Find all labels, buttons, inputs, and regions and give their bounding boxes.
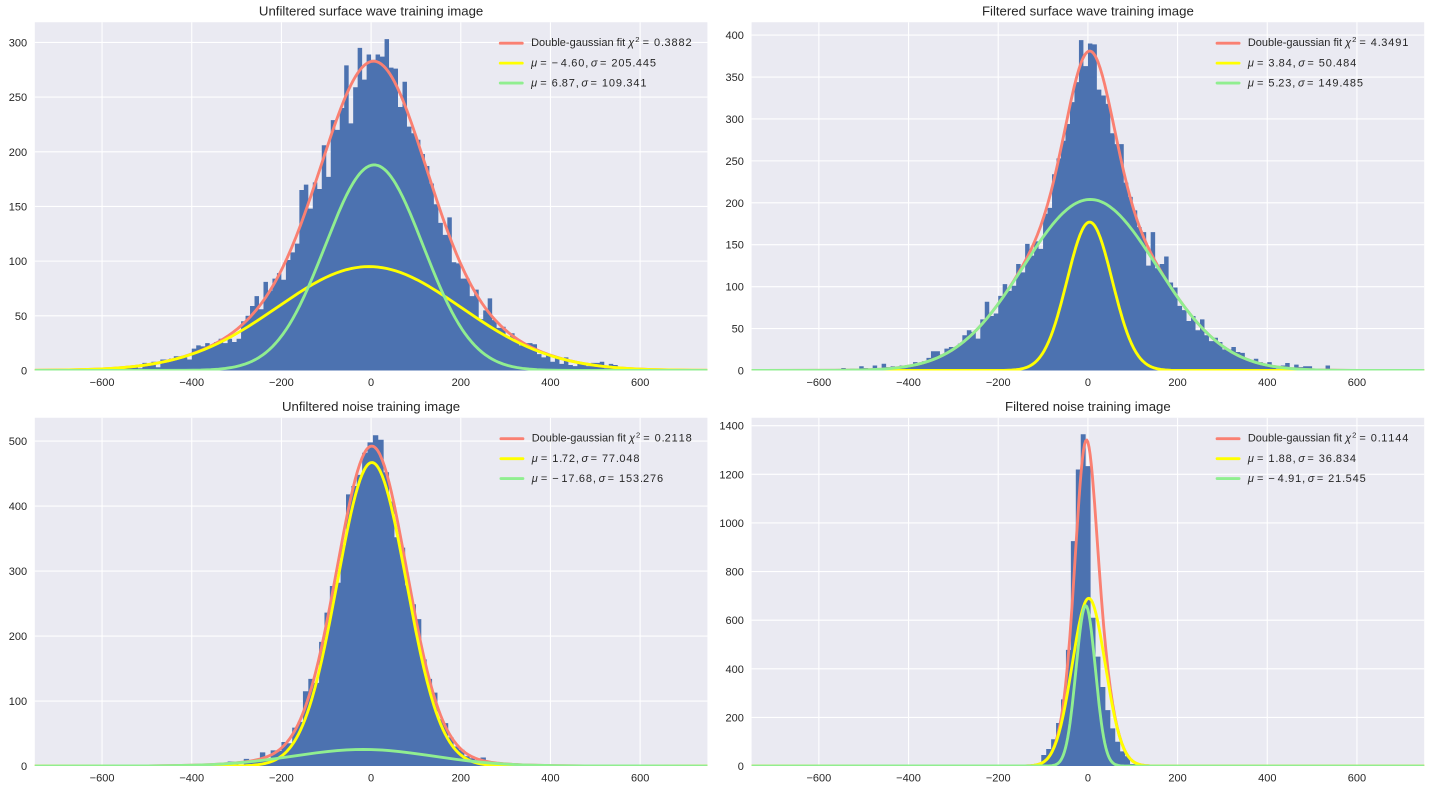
svg-text:0: 0	[368, 773, 374, 785]
svg-text:200: 200	[9, 147, 27, 159]
svg-text:200: 200	[9, 631, 27, 643]
svg-text:500: 500	[9, 436, 27, 448]
svg-text:200: 200	[1168, 377, 1186, 389]
svg-text:200: 200	[726, 198, 744, 210]
svg-text:D o u b: D o u b l e - g a u s s i a n f i t χ 2 …	[532, 421, 692, 445]
svg-text:D o u b: D o u b l e - g a u s s i a n f i t χ 2 …	[531, 26, 692, 50]
svg-text:600: 600	[1348, 377, 1366, 389]
svg-text:400: 400	[541, 773, 559, 785]
svg-text:100: 100	[9, 256, 27, 268]
svg-text:250: 250	[9, 92, 27, 104]
svg-text:−200: −200	[986, 773, 1011, 785]
svg-text:−200: −200	[269, 377, 294, 389]
svg-text:μ σ = 1: μ σ = 1 . 8 8 , = 3 6 . 8 3 4	[1247, 446, 1356, 466]
svg-text:50: 50	[732, 324, 744, 336]
svg-text:0: 0	[1085, 773, 1091, 785]
svg-text:μ σ = 1: μ σ = 1 . 7 2 , = 7 7 . 0 4 8	[531, 446, 640, 466]
svg-text:1200: 1200	[719, 469, 743, 481]
svg-text:300: 300	[726, 114, 744, 126]
svg-text:μ σ = 5: μ σ = 5 . 2 3 , = 1 4 9 . 4 8 5	[1247, 70, 1363, 90]
svg-text:0: 0	[368, 377, 374, 389]
svg-text:350: 350	[726, 72, 744, 84]
svg-text:200: 200	[452, 377, 470, 389]
svg-text:600: 600	[631, 377, 649, 389]
svg-text:0: 0	[738, 365, 744, 377]
svg-text:250: 250	[726, 156, 744, 168]
svg-text:300: 300	[9, 566, 27, 578]
svg-text:400: 400	[9, 501, 27, 513]
svg-text:μ σ = 3: μ σ = 3 . 8 4 , = 5 0 . 4 8 4	[1247, 50, 1356, 70]
svg-text:μ σ = −: μ σ = − 4 . 6 0 , = 2 0 5 . 4 4 5	[530, 50, 656, 70]
svg-text:600: 600	[1348, 773, 1366, 785]
svg-text:400: 400	[541, 377, 559, 389]
svg-text:100: 100	[726, 282, 744, 294]
svg-text:400: 400	[1258, 773, 1276, 785]
svg-text:200: 200	[1168, 773, 1186, 785]
svg-text:−600: −600	[90, 377, 115, 389]
svg-text:−600: −600	[806, 773, 831, 785]
svg-text:200: 200	[726, 712, 744, 724]
svg-text:600: 600	[631, 773, 649, 785]
svg-text:−200: −200	[269, 773, 294, 785]
svg-text:200: 200	[452, 773, 470, 785]
svg-text:150: 150	[726, 240, 744, 252]
svg-text:−400: −400	[896, 377, 921, 389]
svg-text:150: 150	[9, 201, 27, 213]
svg-text:0: 0	[21, 365, 27, 377]
svg-text:600: 600	[726, 615, 744, 627]
svg-text:50: 50	[15, 311, 27, 323]
svg-text:D o u b: D o u b l e - g a u s s i a n f i t χ 2 …	[1248, 26, 1409, 50]
svg-text:Filtered noise training image: Filtered noise training image	[1005, 399, 1171, 414]
svg-text:Unfiltered noise training imag: Unfiltered noise training image	[282, 399, 460, 414]
svg-text:400: 400	[726, 664, 744, 676]
svg-text:0: 0	[1085, 377, 1091, 389]
svg-text:−200: −200	[986, 377, 1011, 389]
svg-text:1400: 1400	[719, 421, 743, 433]
svg-text:0: 0	[738, 761, 744, 773]
svg-text:−600: −600	[90, 773, 115, 785]
svg-text:−400: −400	[896, 773, 921, 785]
svg-text:0: 0	[21, 761, 27, 773]
svg-text:Unfiltered surface wave traini: Unfiltered surface wave training image	[259, 4, 483, 19]
svg-text:−400: −400	[179, 773, 204, 785]
svg-text:400: 400	[726, 30, 744, 42]
svg-text:100: 100	[9, 696, 27, 708]
svg-text:800: 800	[726, 567, 744, 579]
svg-text:μ σ = 6: μ σ = 6 . 8 7 , = 1 0 9 . 3 4 1	[530, 70, 646, 90]
svg-text:μ σ = −: μ σ = − 4 . 9 1 , = 2 1 . 5 4 5	[1247, 466, 1366, 486]
svg-text:400: 400	[1258, 377, 1276, 389]
svg-text:Filtered surface wave training: Filtered surface wave training image	[982, 4, 1194, 19]
svg-text:−600: −600	[806, 377, 831, 389]
svg-text:μ σ = −: μ σ = − 1 7 . 6 8 , = 1 5 3 . 2 7 6	[531, 466, 663, 486]
svg-text:300: 300	[9, 37, 27, 49]
svg-text:−400: −400	[179, 377, 204, 389]
svg-text:1000: 1000	[719, 518, 743, 530]
svg-text:D o u b: D o u b l e - g a u s s i a n f i t χ 2 …	[1248, 421, 1409, 445]
